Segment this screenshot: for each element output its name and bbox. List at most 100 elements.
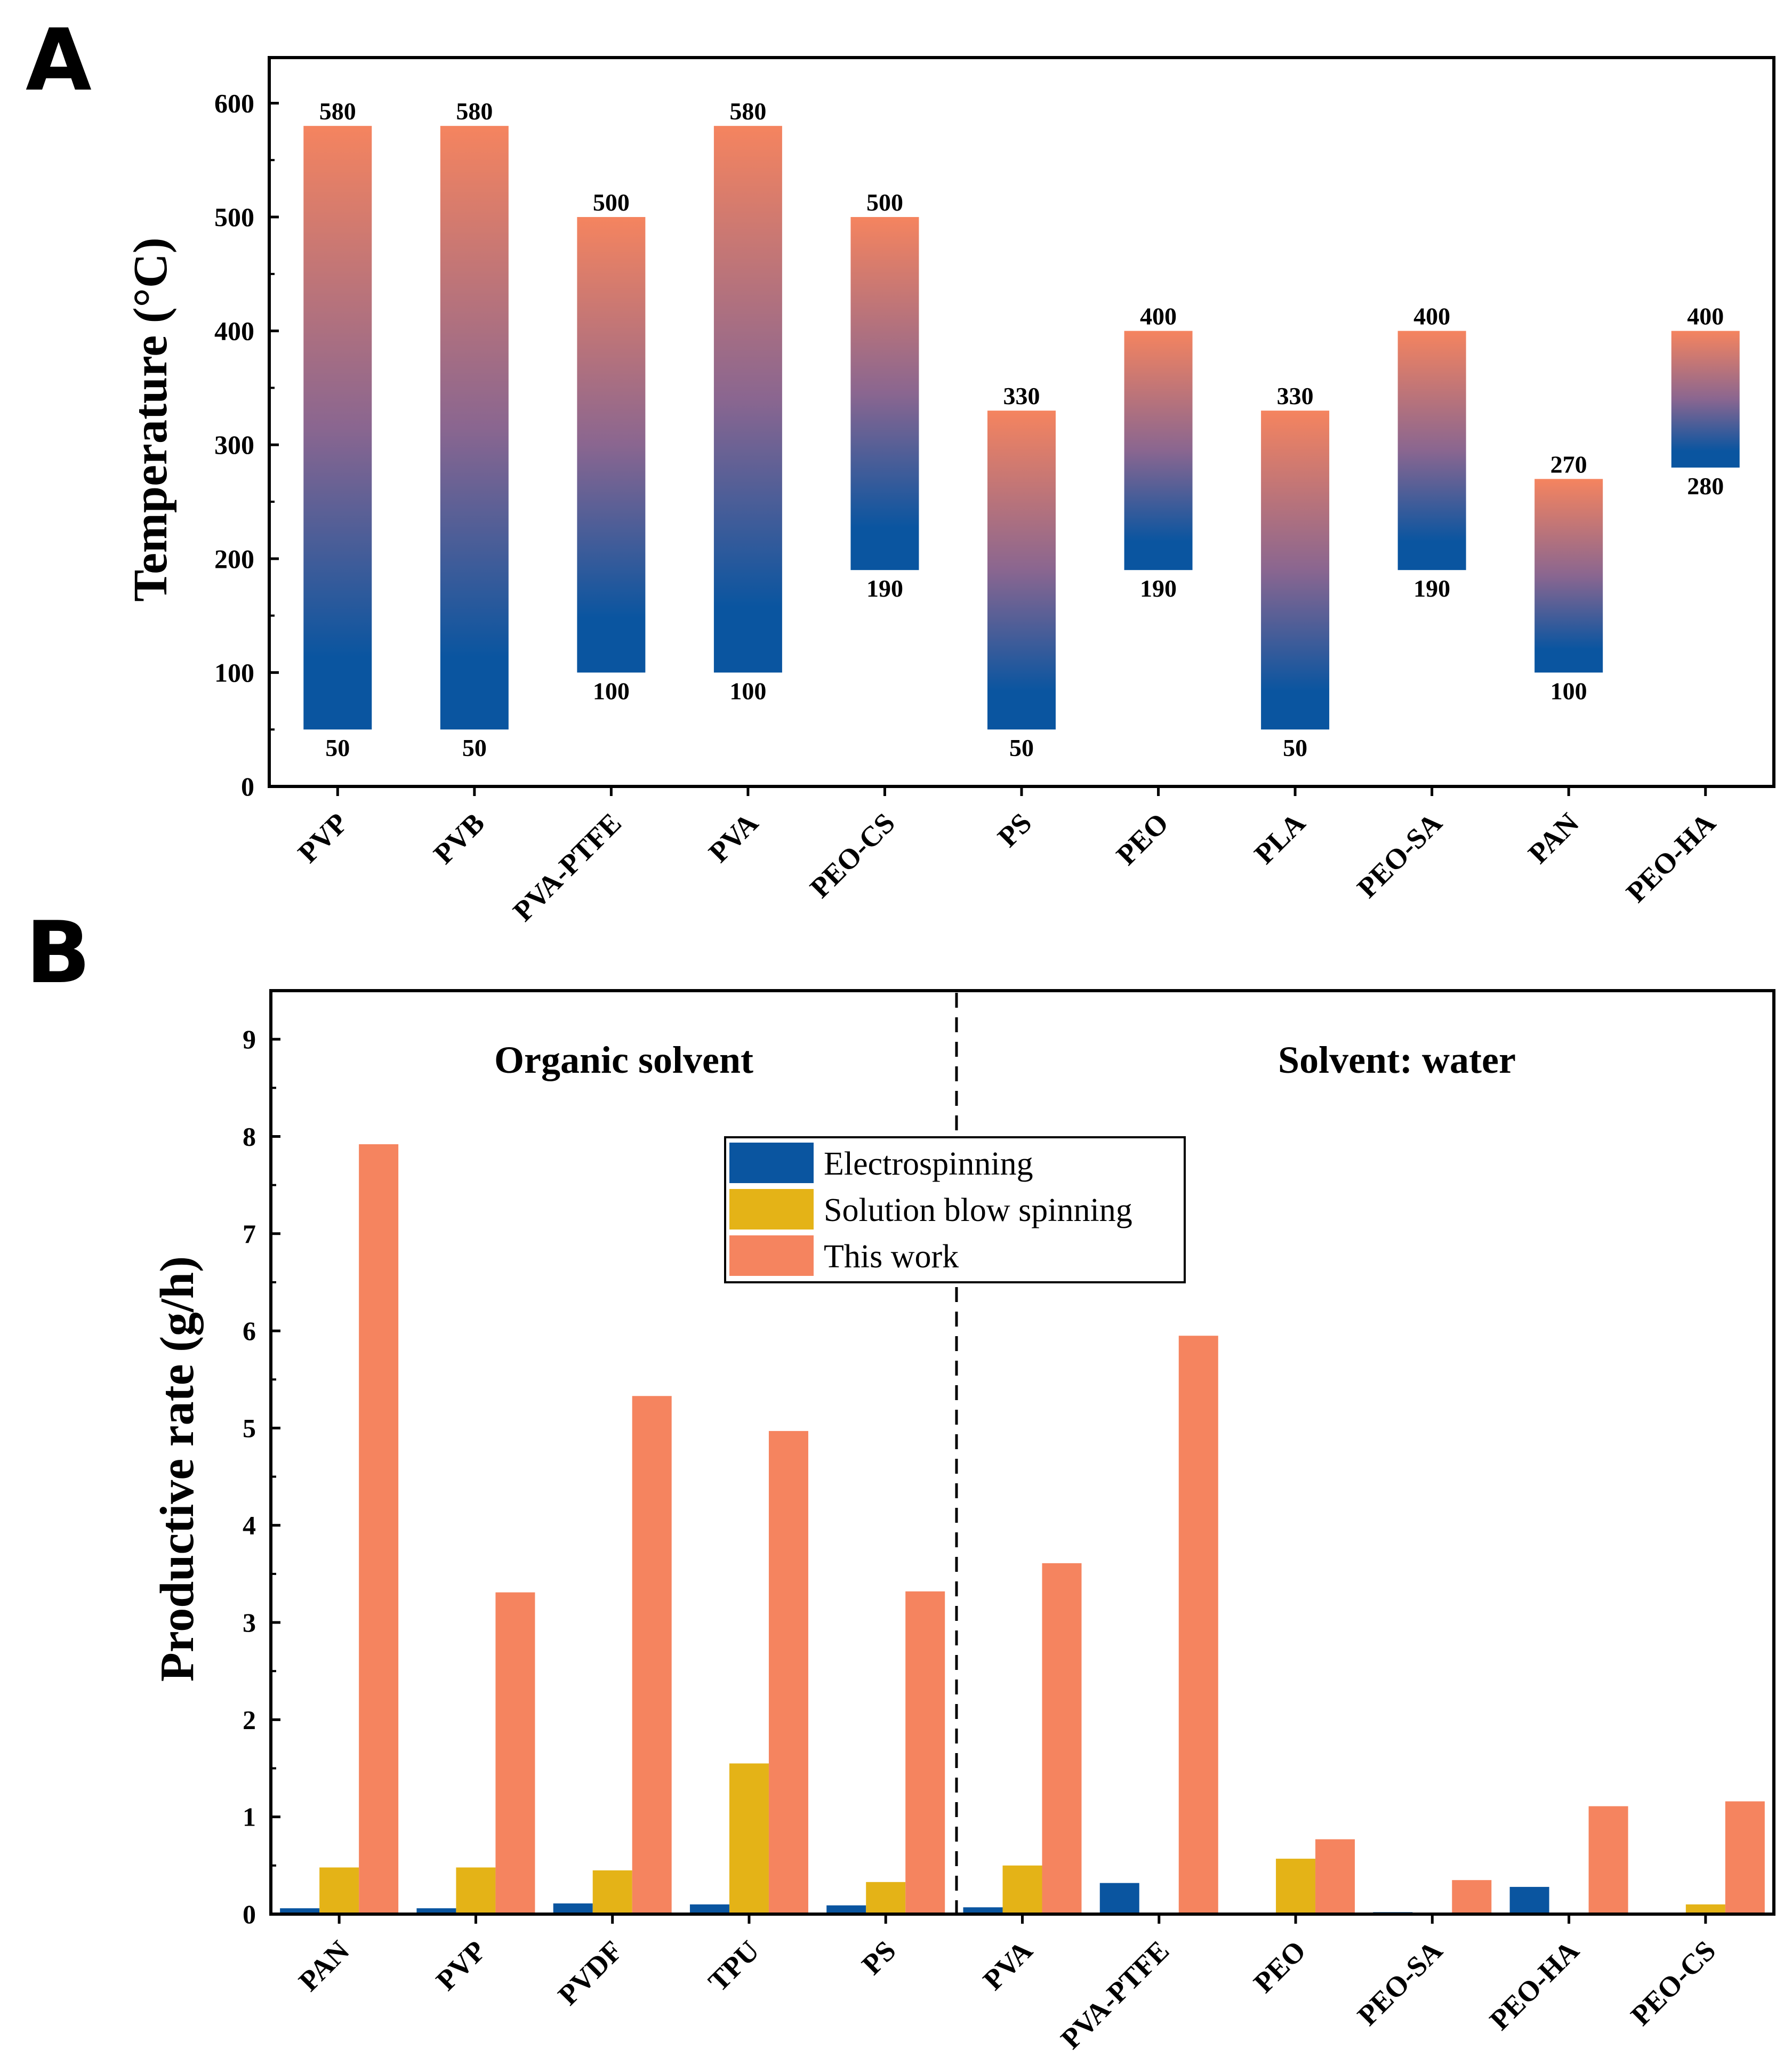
x-tick-label: PEO — [1110, 807, 1175, 871]
bar-electrospinning — [1099, 1883, 1139, 1914]
range-bar — [1397, 331, 1466, 571]
y-tick-label: 0 — [241, 772, 254, 801]
x-tick-label: TPU — [702, 1934, 766, 1998]
chart-b-y-axis-title: Productive rate (g/h) — [151, 1256, 204, 1682]
bar-solution-blow-spinning — [729, 1763, 769, 1914]
x-tick-label: PEO-SA — [1351, 1934, 1448, 2031]
bar-solution-blow-spinning — [1276, 1859, 1316, 1914]
bar-electrospinning — [963, 1907, 1003, 1914]
x-tick-label: PAN — [1522, 807, 1585, 870]
chart-a-plot-frame — [268, 56, 1775, 788]
bar-low-label: 190 — [866, 575, 903, 602]
legend-label-electrospinning: Electrospinning — [824, 1146, 1033, 1182]
bar-this-work — [1588, 1806, 1628, 1914]
legend: Electrospinning Solution blow spinning T… — [724, 1136, 1186, 1283]
bar-this-work — [359, 1144, 399, 1914]
x-tick-label: PEO — [1248, 1934, 1312, 1999]
x-tick-label: PAN — [293, 1934, 356, 1997]
bar-low-label: 50 — [462, 734, 487, 761]
y-tick-label: 7 — [243, 1219, 256, 1249]
bar-low-label: 190 — [1413, 575, 1450, 602]
chart-b: 0 1 2 3 4 5 6 7 8 9 PAN PVP PVDF TPU PS PVA PVA-PTFE PEO P… — [151, 989, 1775, 2055]
y-tick-label: 300 — [214, 430, 254, 460]
y-tick-label: 8 — [243, 1121, 256, 1151]
x-tick-label: PVA-PTFE — [507, 807, 628, 927]
chart-a-bars — [303, 126, 1740, 730]
bar-electrospinning — [1509, 1886, 1549, 1914]
bar-electrospinning — [689, 1904, 729, 1914]
bar-high-label: 330 — [1277, 382, 1314, 409]
y-tick-label: 5 — [243, 1413, 256, 1443]
range-bar — [577, 217, 646, 673]
bar-high-label: 400 — [1140, 303, 1177, 330]
x-tick-label: PLA — [1248, 807, 1312, 870]
bar-electrospinning — [553, 1903, 593, 1914]
y-tick-label: 400 — [214, 316, 254, 346]
bar-solution-blow-spinning — [1685, 1904, 1725, 1914]
x-tick-label: PVDF — [552, 1934, 629, 2011]
bar-high-label: 400 — [1687, 303, 1724, 330]
x-tick-label: PEO-SA — [1351, 807, 1448, 904]
y-tick-label: 1 — [243, 1802, 256, 1832]
range-bar — [1124, 331, 1193, 571]
legend-swatch-this-work — [729, 1235, 814, 1276]
x-tick-label: PS — [991, 807, 1038, 853]
bar-electrospinning — [280, 1908, 320, 1914]
chart-a-y-axis-title: Temperature (°C) — [124, 237, 177, 601]
bar-low-label: 50 — [325, 734, 350, 761]
x-tick-label: PS — [856, 1934, 902, 1981]
group-label-water: Solvent: water — [1278, 1039, 1516, 1081]
y-tick-label: 200 — [214, 544, 254, 574]
y-tick-label: 2 — [243, 1705, 256, 1734]
range-bar — [850, 217, 919, 571]
x-tick-label: PVP — [430, 1934, 492, 1997]
range-bar — [1261, 411, 1330, 730]
bar-high-label: 270 — [1550, 451, 1587, 478]
y-tick-label: 4 — [243, 1510, 256, 1540]
bar-high-label: 580 — [729, 98, 766, 125]
group-label-organic: Organic solvent — [494, 1039, 753, 1081]
x-tick-label: PVB — [428, 807, 491, 870]
x-tick-label: PVA — [702, 807, 764, 869]
legend-swatch-electrospinning — [729, 1143, 814, 1183]
x-tick-label: PEO-CS — [803, 807, 901, 904]
y-tick-label: 6 — [243, 1316, 256, 1346]
x-tick-label: PEO-HA — [1483, 1934, 1585, 2036]
y-tick-label: 600 — [214, 88, 254, 118]
chart-a: 0 100 200 300 400 500 600 580 50 PVP 580 50 PVB 500 1… — [124, 56, 1775, 927]
chart-b-bars — [280, 1144, 1765, 1914]
bar-low-label: 50 — [1009, 734, 1034, 761]
range-bar — [303, 126, 372, 730]
bar-this-work — [768, 1431, 808, 1914]
bar-low-label: 100 — [729, 677, 766, 704]
bar-electrospinning — [826, 1905, 866, 1914]
bar-this-work — [1725, 1801, 1765, 1914]
bar-this-work — [1315, 1839, 1355, 1914]
y-tick-label: 500 — [214, 202, 254, 232]
bar-low-label: 100 — [1550, 677, 1587, 704]
panel-a-letter: A — [26, 10, 92, 110]
range-bar — [440, 126, 509, 730]
bar-high-label: 580 — [319, 98, 356, 125]
bar-electrospinning — [416, 1908, 456, 1914]
y-tick-label: 3 — [243, 1608, 256, 1637]
range-bar — [987, 411, 1056, 730]
bar-high-label: 400 — [1413, 303, 1450, 330]
bar-high-label: 330 — [1003, 382, 1040, 409]
x-tick-label: PEO-CS — [1625, 1934, 1722, 2031]
legend-label-solution-blow: Solution blow spinning — [824, 1192, 1132, 1228]
bar-low-label: 190 — [1140, 575, 1177, 602]
y-tick-label: 9 — [243, 1024, 256, 1054]
bar-this-work — [905, 1591, 945, 1914]
bar-low-label: 100 — [593, 677, 630, 704]
x-tick-label: PVP — [292, 807, 354, 869]
bar-this-work — [1452, 1880, 1492, 1914]
x-tick-label: PVA — [977, 1934, 1039, 1996]
bar-high-label: 500 — [866, 189, 903, 216]
bar-solution-blow-spinning — [319, 1867, 359, 1914]
bar-this-work — [1042, 1563, 1082, 1914]
legend-label-this-work: This work — [824, 1239, 959, 1275]
bar-this-work — [495, 1592, 535, 1914]
range-bar — [713, 126, 782, 673]
